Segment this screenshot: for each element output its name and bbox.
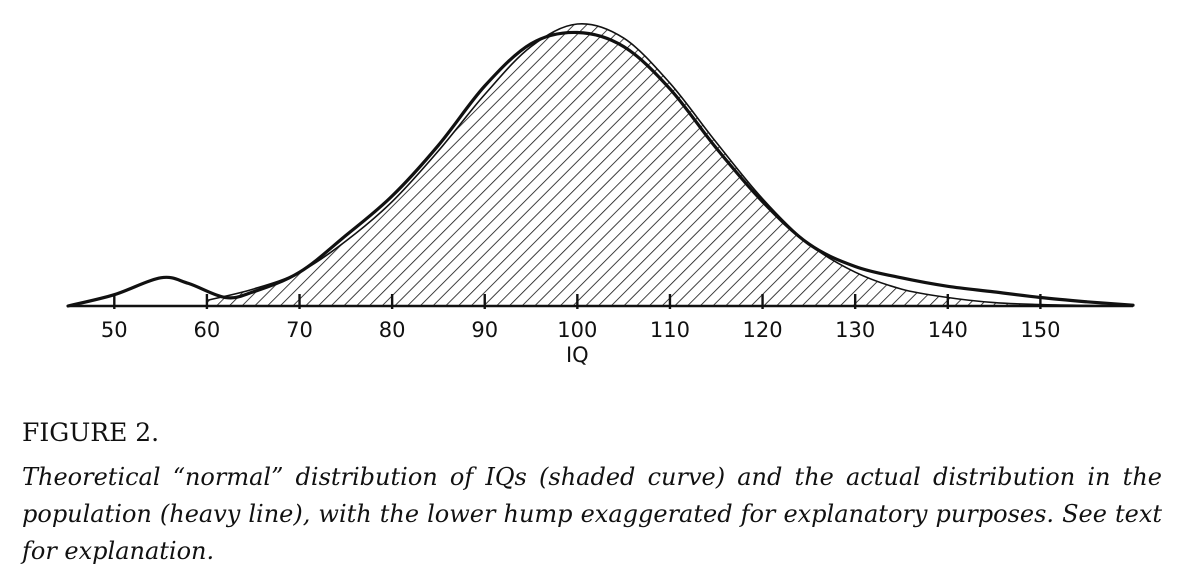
normal-curve-outline — [206, 22, 1134, 307]
iq-distribution-chart: 50 60 70 80 90 100 110 120 130 140 150 IQ — [66, 22, 1135, 367]
x-axis-label: IQ — [566, 343, 589, 367]
normal-curve-shading — [206, 23, 1133, 306]
x-tick-label: 80 — [379, 318, 406, 342]
x-tick-label: 150 — [1020, 318, 1060, 342]
x-tick-label: 50 — [101, 318, 128, 342]
x-tick-label: 130 — [835, 318, 875, 342]
actual-distribution-line — [66, 30, 1135, 308]
x-tick-label: 140 — [928, 318, 968, 342]
x-tick-label: 120 — [743, 318, 783, 342]
figure-label: FIGURE 2. — [22, 418, 160, 447]
x-tick-label: 90 — [471, 318, 498, 342]
x-tick-label: 60 — [194, 318, 221, 342]
x-tick-label: 70 — [286, 318, 313, 342]
figure-caption: Theoretical “normal” distribution of IQs… — [22, 463, 1162, 565]
x-tick-label: 100 — [557, 318, 597, 342]
x-tick-label: 110 — [650, 318, 690, 342]
